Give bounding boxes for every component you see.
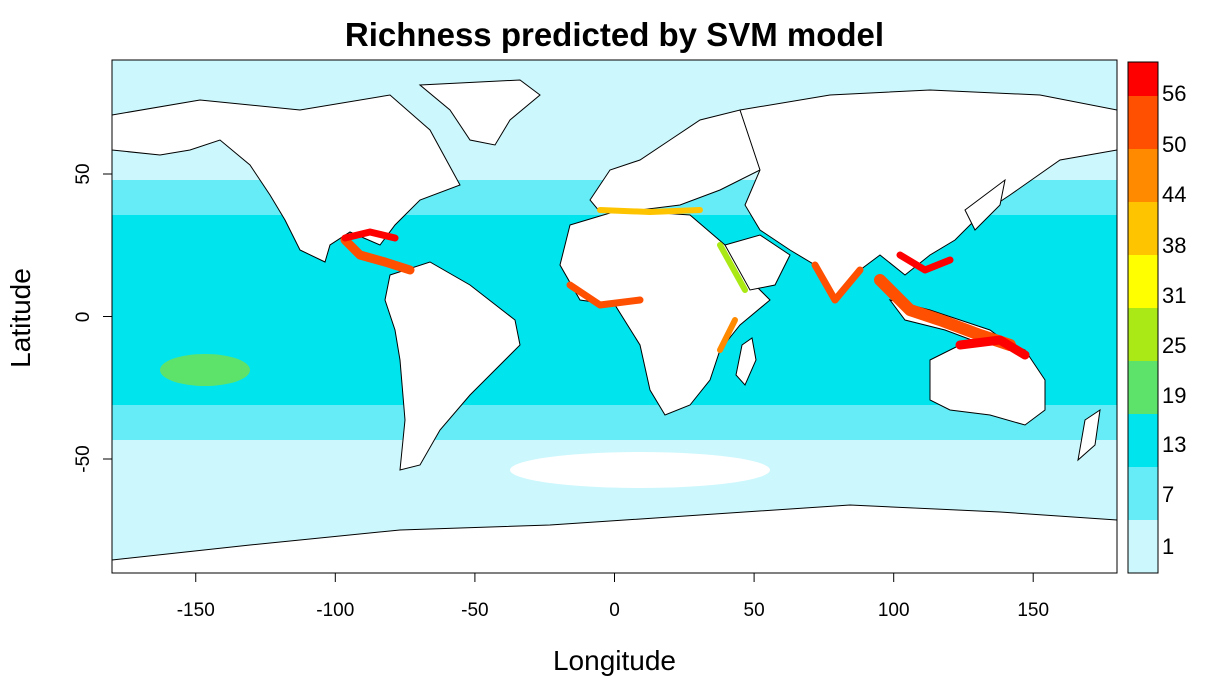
x-tick-label: 50	[743, 600, 765, 621]
japan	[964, 178, 1006, 231]
legend-colorbar	[1127, 61, 1159, 574]
x-axis-label: Longitude	[552, 645, 676, 676]
x-tick-label: 100	[877, 600, 910, 621]
hotspot-caribbean	[340, 235, 415, 275]
x-tick-label: 0	[609, 600, 620, 621]
legend-label: 25	[1162, 333, 1186, 358]
legend-label: 19	[1162, 383, 1186, 408]
y-axis-label: Latitude	[5, 268, 36, 368]
coastal-hotspots	[340, 207, 1030, 360]
south-america	[384, 261, 521, 471]
hotspot-indian-coast	[811, 261, 864, 304]
hotspot-south-china-sea	[896, 251, 954, 274]
antarctica	[112, 504, 1117, 573]
legend-label: 38	[1162, 233, 1186, 258]
asia	[739, 89, 1117, 301]
arabian-peninsula	[724, 234, 791, 291]
chart-title: Richness predicted by SVM model	[344, 16, 885, 53]
hotspot-red-sea	[717, 242, 748, 293]
legend-label: 56	[1162, 81, 1186, 106]
new-zealand	[1077, 408, 1101, 462]
legend-label: 50	[1162, 132, 1186, 157]
y-tick-label: 0	[73, 311, 94, 322]
legend-label: 1	[1162, 534, 1174, 559]
legend-swatch-50	[1128, 96, 1158, 149]
x-tick-label: -100	[316, 600, 355, 621]
legend-swatch-44	[1128, 149, 1158, 202]
hotspot-east-africa	[717, 317, 738, 353]
legend-label: 44	[1162, 182, 1186, 207]
x-tick-label: -50	[461, 600, 489, 621]
legend-label: 13	[1162, 432, 1186, 457]
axis-ticks	[103, 173, 1034, 582]
hotspot-west-africa	[566, 281, 644, 309]
hotspot-mediterranean	[597, 207, 703, 215]
ocean-band-south-temperate	[112, 405, 1117, 445]
legend-swatch-38	[1128, 202, 1158, 255]
greenland	[418, 79, 541, 146]
legend-label: 7	[1162, 482, 1174, 507]
legend-labels: 1 7 13 19 25 31 38 44 50 56	[1162, 81, 1186, 559]
legend-swatch-7	[1128, 467, 1158, 520]
pacific-high-richness-patch	[160, 354, 250, 386]
legend-swatch-19	[1128, 361, 1158, 414]
madagascar	[735, 337, 757, 386]
y-tick-label: -50	[73, 445, 94, 473]
legend-swatch-13	[1128, 414, 1158, 467]
x-tick-label: -150	[176, 600, 215, 621]
map-raster	[112, 60, 1117, 573]
legend-swatch-1	[1128, 520, 1158, 573]
hotspot-gulf-of-mexico	[341, 228, 399, 242]
x-tick-label: 150	[1017, 600, 1050, 621]
legend-label: 31	[1162, 283, 1186, 308]
legend-swatch-31	[1128, 255, 1158, 308]
legend-swatch-56	[1128, 62, 1158, 96]
legend-frame	[1127, 61, 1159, 574]
hotspot-north-australia	[955, 335, 1030, 360]
north-america	[112, 94, 461, 263]
y-tick-label: 50	[73, 163, 94, 185]
southern-ocean-white-patch	[510, 452, 770, 488]
legend-swatch-25	[1128, 308, 1158, 361]
